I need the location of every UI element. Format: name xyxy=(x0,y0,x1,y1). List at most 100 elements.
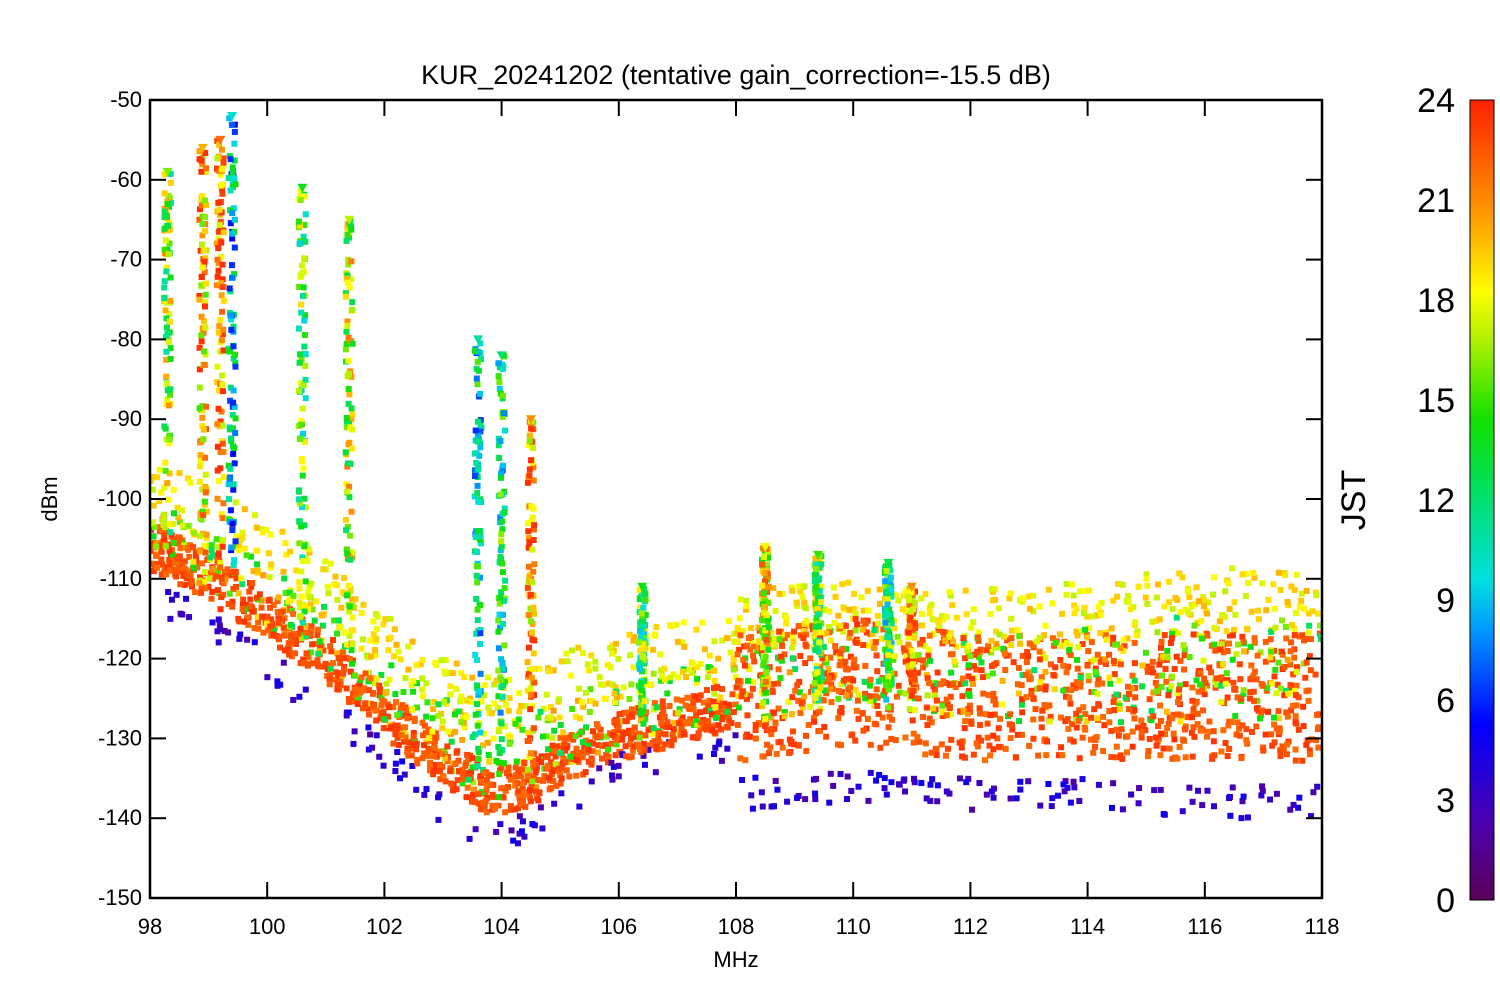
data-point xyxy=(1254,697,1261,704)
data-point xyxy=(1223,670,1230,677)
data-point xyxy=(1295,804,1302,811)
data-point xyxy=(429,748,436,755)
data-point xyxy=(1042,622,1049,629)
data-point xyxy=(346,284,353,291)
data-point xyxy=(475,691,482,698)
data-point xyxy=(529,703,536,710)
data-point xyxy=(493,757,500,764)
data-point xyxy=(1116,705,1123,712)
data-point xyxy=(971,663,978,670)
data-point xyxy=(867,697,874,704)
data-point xyxy=(255,625,262,632)
data-point xyxy=(1129,728,1136,735)
data-point xyxy=(587,686,594,693)
data-point xyxy=(783,620,790,627)
data-point xyxy=(694,675,701,682)
data-point xyxy=(708,723,715,730)
data-point xyxy=(799,704,806,711)
data-point xyxy=(1075,717,1082,724)
data-point xyxy=(1007,711,1014,718)
data-point xyxy=(1314,783,1321,790)
data-point xyxy=(498,785,505,792)
data-point xyxy=(639,613,646,620)
data-point xyxy=(1255,616,1262,623)
data-point xyxy=(226,115,233,122)
data-point xyxy=(558,658,565,665)
data-point xyxy=(199,221,206,228)
data-point xyxy=(685,703,692,710)
data-point xyxy=(779,744,786,751)
data-point xyxy=(1073,724,1080,731)
data-point xyxy=(472,711,479,718)
data-point xyxy=(231,444,238,451)
data-point xyxy=(826,608,833,615)
data-point xyxy=(297,197,304,204)
data-point xyxy=(255,619,262,626)
data-point xyxy=(1128,685,1135,692)
data-point xyxy=(530,604,537,611)
data-point xyxy=(1239,633,1246,640)
data-point xyxy=(835,688,842,695)
peak-marker xyxy=(760,542,771,552)
data-point xyxy=(979,674,986,681)
data-point xyxy=(752,735,759,742)
data-point xyxy=(1225,580,1232,587)
data-point xyxy=(759,753,766,760)
data-point xyxy=(1271,739,1278,746)
data-point xyxy=(1073,628,1080,635)
data-point xyxy=(1314,711,1321,718)
data-point xyxy=(686,666,693,673)
data-point xyxy=(759,671,766,678)
data-point xyxy=(1018,682,1025,689)
data-point xyxy=(167,170,174,177)
data-point xyxy=(383,725,390,732)
data-point xyxy=(951,658,958,665)
data-point xyxy=(431,737,438,744)
data-point xyxy=(1251,668,1258,675)
data-point xyxy=(946,705,953,712)
data-point xyxy=(1226,795,1233,802)
data-point xyxy=(516,689,523,696)
data-point xyxy=(666,724,673,731)
data-point xyxy=(730,709,737,716)
data-point xyxy=(934,798,941,805)
data-point xyxy=(527,794,534,801)
data-point xyxy=(340,670,347,677)
data-point xyxy=(300,233,307,240)
data-point xyxy=(435,794,442,801)
data-point xyxy=(1176,743,1183,750)
data-point xyxy=(246,588,253,595)
data-point xyxy=(265,550,272,557)
data-point xyxy=(589,748,596,755)
data-point xyxy=(942,637,949,644)
data-point xyxy=(528,674,535,681)
data-point xyxy=(530,666,537,673)
data-point xyxy=(200,578,207,585)
data-point xyxy=(1300,703,1307,710)
data-point xyxy=(1150,713,1157,720)
data-point xyxy=(573,772,580,779)
x-tick-label: 108 xyxy=(718,914,755,939)
data-point xyxy=(470,792,477,799)
data-point xyxy=(1242,593,1249,600)
data-point xyxy=(640,752,647,759)
data-point xyxy=(187,569,194,576)
data-point xyxy=(724,634,731,641)
data-point xyxy=(1038,674,1045,681)
data-point xyxy=(264,674,271,681)
data-point xyxy=(792,666,799,673)
data-point xyxy=(305,661,312,668)
colorbar-tick-label: 12 xyxy=(1417,482,1455,520)
data-point xyxy=(452,728,459,735)
data-point xyxy=(719,637,726,644)
data-point xyxy=(1035,752,1042,759)
data-point xyxy=(198,332,205,339)
data-point xyxy=(965,687,972,694)
data-point xyxy=(458,693,465,700)
data-point xyxy=(1036,656,1043,663)
data-point xyxy=(343,527,350,534)
data-point xyxy=(1148,707,1155,714)
data-point xyxy=(881,635,888,642)
data-point xyxy=(421,742,428,749)
data-point xyxy=(603,733,610,740)
